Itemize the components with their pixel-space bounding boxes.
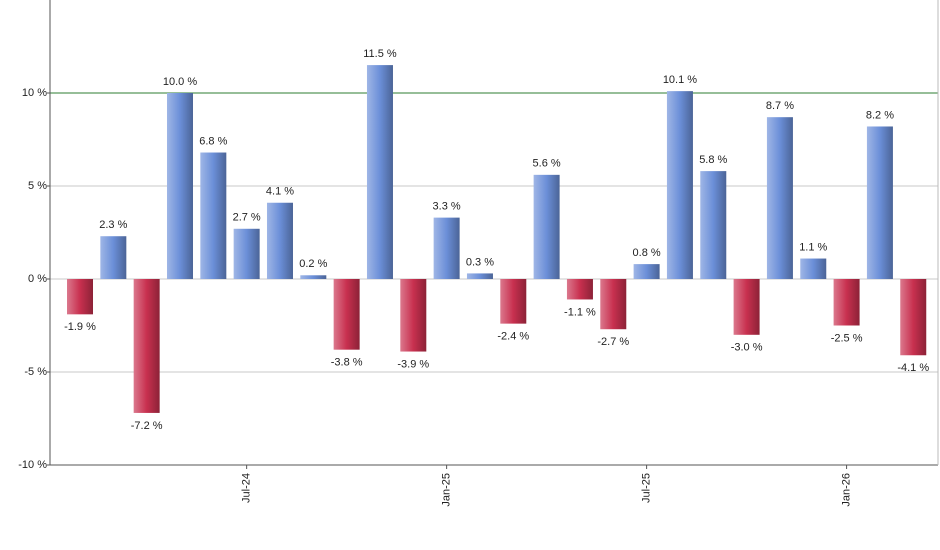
data-label: -3.9 % [397,358,429,370]
data-label: 8.2 % [866,109,894,121]
data-label: 5.6 % [533,158,561,170]
bar [533,174,560,279]
y-tick-label: -5 % [24,366,47,378]
bar [166,93,193,279]
data-label: -3.0 % [731,342,763,354]
bar [900,279,927,356]
bar [300,275,327,279]
bar [700,171,727,279]
data-label: 2.3 % [99,219,127,231]
data-label: -1.9 % [64,321,96,333]
data-label: 4.1 % [266,186,294,198]
bar [733,279,760,335]
bar [233,228,260,279]
x-tick-label: Jan-26 [840,473,852,507]
bar [466,273,493,279]
data-label: -2.7 % [597,336,629,348]
data-label: 6.8 % [199,135,227,147]
bar [133,279,160,413]
bar [366,65,393,279]
bar [400,279,427,352]
data-label: 10.0 % [163,76,197,88]
y-tick-label: 0 % [28,273,47,285]
data-label: 10.1 % [663,74,697,86]
bar [67,279,93,315]
bar [866,126,893,279]
data-label: 11.5 % [363,48,397,60]
bar [266,202,293,279]
data-label: -4.1 % [897,362,929,374]
x-tick-label: Jan-25 [441,473,453,507]
data-label: 3.3 % [433,201,461,213]
data-label: -7.2 % [131,420,163,432]
data-label: -2.5 % [831,332,863,344]
bar [833,279,860,326]
bar [633,264,660,279]
bar [500,279,527,324]
data-label: -2.4 % [497,331,529,343]
bar [766,117,793,280]
bar [100,236,127,279]
data-label: 0.3 % [466,256,494,268]
bar [566,279,593,300]
y-tick-label: -10 % [18,459,47,471]
bar [433,217,460,279]
y-tick-label: 10 % [22,87,47,99]
data-label: 1.1 % [799,241,827,253]
data-label: -3.8 % [331,357,363,369]
bar [200,152,227,279]
x-tick-label: Jul-24 [241,473,253,503]
x-tick-label: Jul-25 [641,473,653,503]
data-label: -1.1 % [564,306,596,318]
data-label: 0.8 % [633,247,661,259]
bar [800,258,827,279]
bar [666,91,693,279]
bar [600,279,627,330]
data-label: 2.7 % [233,212,261,224]
bar [333,279,360,350]
data-label: 0.2 % [299,258,327,270]
data-label: 5.8 % [699,154,727,166]
data-label: 8.7 % [766,100,794,112]
y-tick-label: 5 % [28,180,47,192]
